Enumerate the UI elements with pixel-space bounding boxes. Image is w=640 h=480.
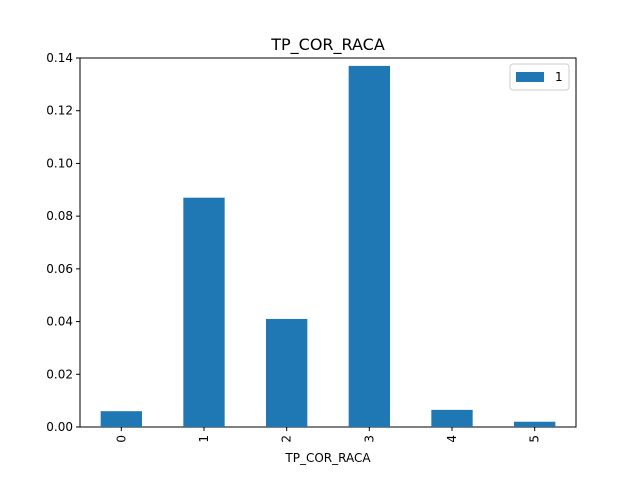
bar xyxy=(514,421,556,427)
bar xyxy=(100,411,142,427)
bar xyxy=(348,65,390,428)
legend-swatch xyxy=(516,72,544,82)
legend: 1 xyxy=(509,63,570,91)
y-tick-label: 0.14 xyxy=(46,51,73,65)
x-tick-label: 3 xyxy=(362,435,376,443)
bar xyxy=(431,409,473,427)
x-tick-label: 1 xyxy=(197,435,211,443)
legend-label: 1 xyxy=(555,70,563,84)
x-tick-label: 4 xyxy=(445,435,459,443)
y-tick-label: 0.02 xyxy=(46,367,73,381)
x-tick-label: 0 xyxy=(114,435,128,443)
y-tick-label: 0.06 xyxy=(46,262,73,276)
plot-area xyxy=(79,57,577,428)
y-tick-label: 0.08 xyxy=(46,209,73,223)
x-axis: 0 1 2 3 4 5 xyxy=(114,427,542,443)
chart-title: TP_COR_RACA xyxy=(270,35,385,55)
y-tick-label: 0.12 xyxy=(46,104,73,118)
plot-frame xyxy=(79,57,577,428)
bars xyxy=(100,65,556,428)
x-tick-label: 2 xyxy=(280,435,294,443)
y-axis: 0.00 0.02 0.04 0.06 0.08 0.10 0.12 0.14 xyxy=(46,51,80,434)
bar xyxy=(266,318,308,427)
y-tick-label: 0.00 xyxy=(46,420,73,434)
x-tick-label: 5 xyxy=(528,435,542,443)
bar xyxy=(183,197,225,427)
x-axis-label: TP_COR_RACA xyxy=(284,451,371,465)
y-tick-label: 0.04 xyxy=(46,315,73,329)
y-tick-label: 0.10 xyxy=(46,156,73,170)
